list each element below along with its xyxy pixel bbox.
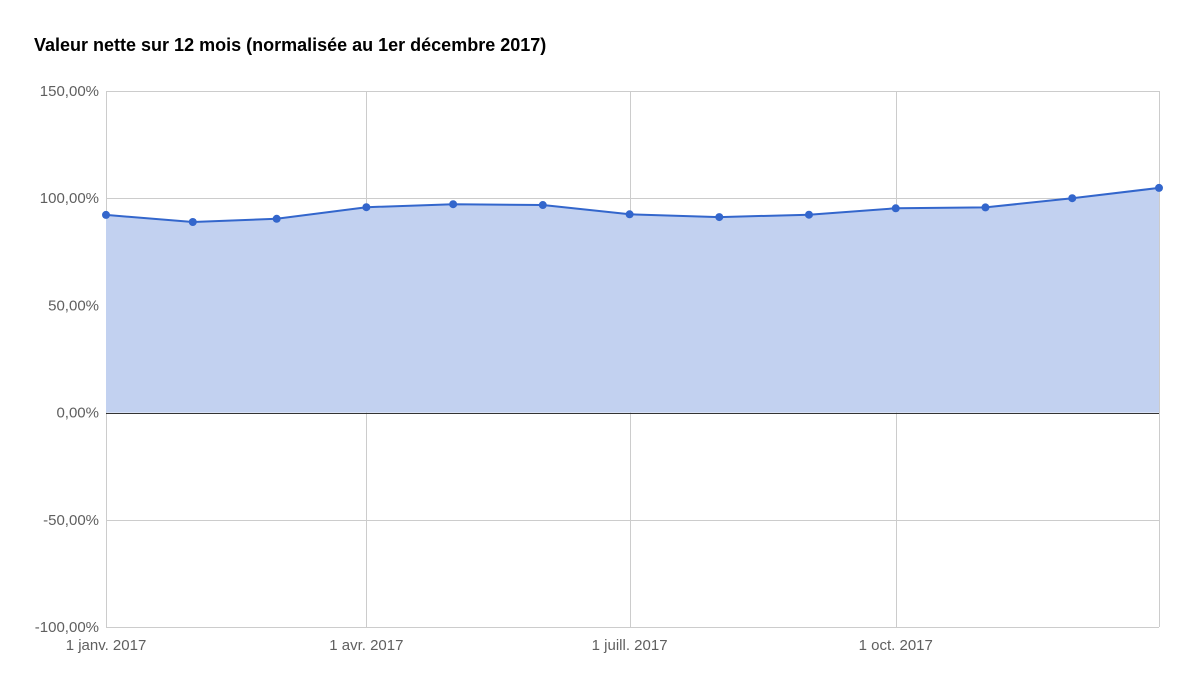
y-tick-label: 0,00% [56, 405, 99, 422]
tick-labels-layer: 150,00% 100,00% 50,00% 0,00% -50,00% -100,00%… [35, 83, 933, 654]
y-tick-label: 150,00% [40, 83, 99, 100]
x-tick-label: 1 juill. 2017 [592, 637, 668, 654]
data-point [538, 201, 547, 210]
x-tick-label: 1 janv. 2017 [66, 637, 147, 654]
data-point [715, 213, 724, 222]
chart-title: Valeur nette sur 12 mois (normalisée au … [34, 35, 547, 55]
y-tick-label: 50,00% [48, 297, 99, 314]
series-area [106, 187, 1159, 413]
data-point [891, 204, 900, 213]
y-tick-label: 100,00% [40, 190, 99, 207]
y-tick-label: -100,00% [35, 619, 99, 636]
data-point [362, 203, 371, 212]
data-point [188, 217, 197, 226]
data-point [272, 214, 281, 223]
data-point [1068, 194, 1077, 203]
area-fill-layer [106, 187, 1159, 413]
data-point [625, 210, 634, 219]
data-point [449, 200, 458, 209]
data-points-layer [102, 183, 1163, 226]
x-tick-label: 1 avr. 2017 [329, 637, 403, 654]
x-tick-label: 1 oct. 2017 [859, 637, 933, 654]
data-point [804, 210, 813, 219]
y-tick-label: -50,00% [43, 512, 99, 529]
data-point [1155, 183, 1163, 192]
data-point [981, 203, 990, 212]
data-point [102, 210, 110, 219]
